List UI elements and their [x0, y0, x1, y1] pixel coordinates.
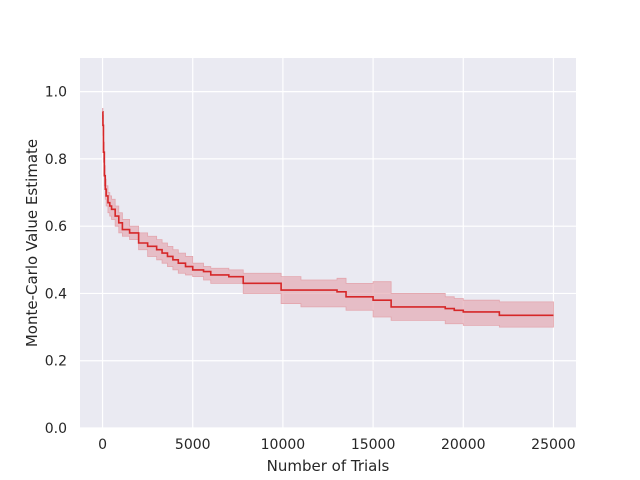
x-tick-label: 5000	[175, 437, 211, 453]
y-tick-label: 1.0	[45, 85, 67, 101]
y-tick-label: 0.4	[45, 286, 67, 302]
y-tick-label: 0.2	[45, 354, 67, 370]
confidence-band-area	[102, 108, 554, 328]
x-tick-labels: 0 5000 10000 15000 20000 25000	[98, 437, 576, 453]
x-tick-label: 0	[98, 437, 107, 453]
confidence-band	[102, 108, 554, 328]
grid	[80, 58, 576, 429]
x-tick-label: 20000	[441, 437, 486, 453]
x-tick-label: 15000	[351, 437, 396, 453]
x-axis-label: Number of Trials	[267, 457, 390, 475]
y-tick-label: 0.0	[45, 421, 67, 437]
series-line	[102, 111, 554, 317]
y-tick-labels: 0.0 0.2 0.4 0.6 0.8 1.0	[45, 85, 67, 437]
series-lines	[102, 111, 554, 317]
y-tick-label: 0.6	[45, 219, 67, 235]
y-axis-label: Monte-Carlo Value Estimate	[23, 139, 41, 347]
y-tick-label: 0.8	[45, 152, 67, 168]
x-tick-label: 25000	[531, 437, 576, 453]
x-tick-label: 10000	[261, 437, 306, 453]
